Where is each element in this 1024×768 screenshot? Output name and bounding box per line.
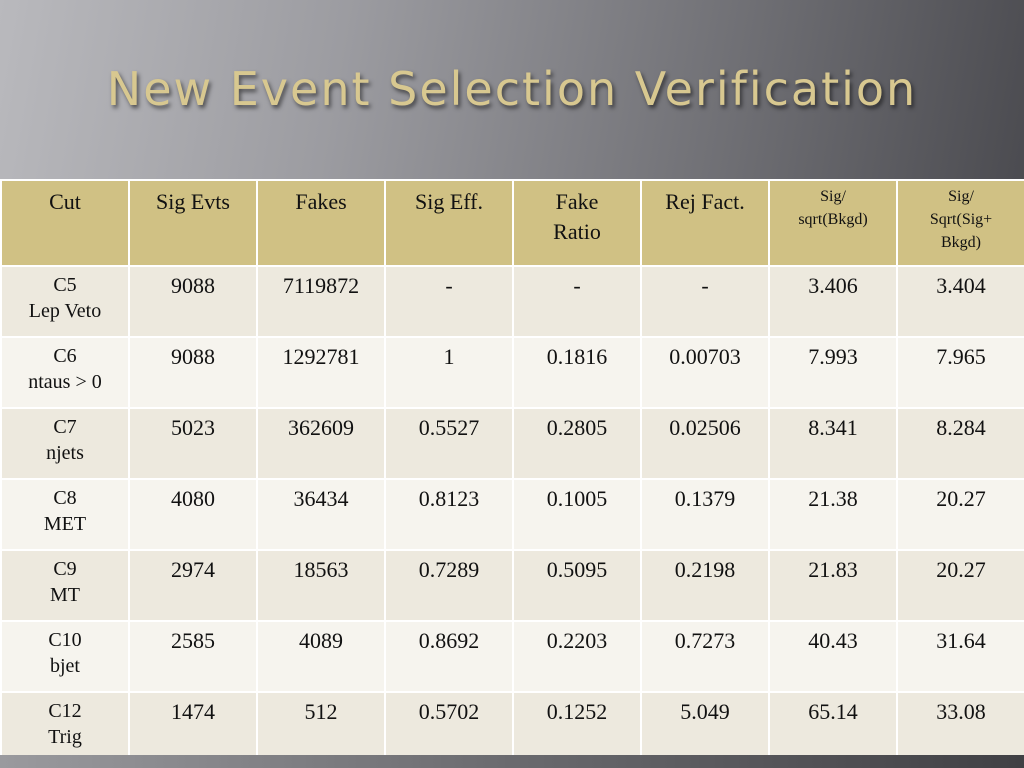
cell-sig-sqrt-sig-bkgd: 20.27 (896, 549, 1024, 622)
table-row: C9 MT 2974 18563 0.7289 0.5095 0.2198 21.83 20.2… (0, 549, 1024, 622)
cut-line: ntaus > 0 (28, 371, 102, 393)
selection-table-container: Cut Sig Evts Fakes Sig Eff. Fake Ratio Rej Fac… (0, 179, 1024, 768)
header-line: Sig/ (948, 188, 974, 205)
header-line: Bkgd) (941, 234, 981, 251)
cell-fake-ratio: - (512, 265, 642, 338)
cell-sig-sqrt-bkgd: 8.341 (768, 407, 898, 480)
cell-rej-fact: 0.2198 (640, 549, 770, 622)
header-line: Ratio (553, 219, 601, 244)
header-line: Fakes (295, 189, 347, 214)
header-line: Cut (49, 189, 81, 214)
header-rej-fact: Rej Fact. (640, 179, 770, 267)
cell-fakes: 4089 (256, 620, 386, 693)
slide-bottom-band (0, 755, 1024, 768)
cut-line: C10 (48, 629, 82, 651)
cell-fake-ratio: 0.2805 (512, 407, 642, 480)
cell-cut: C5 Lep Veto (0, 265, 130, 338)
header-line: Sig Eff. (414, 189, 484, 214)
cell-cut: C9 MT (0, 549, 130, 622)
table-header: Cut Sig Evts Fakes Sig Eff. Fake Ratio Rej Fac… (0, 179, 1024, 267)
header-line: Sig Evts (156, 189, 230, 214)
cell-cut: C6 ntaus > 0 (0, 336, 130, 409)
cell-sig-eff: 1 (384, 336, 514, 409)
cell-sig-sqrt-bkgd: 21.38 (768, 478, 898, 551)
cell-fake-ratio: 0.5095 (512, 549, 642, 622)
cell-sig-sqrt-bkgd: 40.43 (768, 620, 898, 693)
cell-sig-sqrt-sig-bkgd: 7.965 (896, 336, 1024, 409)
cell-fake-ratio: 0.2203 (512, 620, 642, 693)
cell-fakes: 18563 (256, 549, 386, 622)
slide-title: New Event Selection Verification (106, 62, 918, 116)
cut-line: C7 (53, 416, 77, 438)
cut-line: Trig (48, 726, 82, 748)
header-sig-eff: Sig Eff. (384, 179, 514, 267)
table-body: C5 Lep Veto 9088 7119872- - -3.406 3.404 C6 ntau… (0, 265, 1024, 768)
header-line: sqrt(Bkgd) (798, 211, 868, 228)
cell-cut: C10 bjet (0, 620, 130, 693)
cell-cut: C8 MET (0, 478, 130, 551)
header-fakes: Fakes (256, 179, 386, 267)
cell-sig-evts: 2974 (128, 549, 258, 622)
cell-sig-sqrt-bkgd: 7.993 (768, 336, 898, 409)
cell-sig-eff: 0.8123 (384, 478, 514, 551)
cell-sig-evts: 9088 (128, 265, 258, 338)
cell-sig-eff: - (384, 265, 514, 338)
cell-cut: C7 njets (0, 407, 130, 480)
cell-rej-fact: - (640, 265, 770, 338)
header-sig-evts: Sig Evts (128, 179, 258, 267)
cut-line: C9 (53, 558, 77, 580)
cell-sig-eff: 0.5527 (384, 407, 514, 480)
cell-sig-sqrt-bkgd: 3.406 (768, 265, 898, 338)
cell-sig-evts: 9088 (128, 336, 258, 409)
cell-fake-ratio: 0.1816 (512, 336, 642, 409)
cell-rej-fact: 0.02506 (640, 407, 770, 480)
selection-table: Cut Sig Evts Fakes Sig Eff. Fake Ratio Rej Fac… (0, 179, 1024, 768)
header-cut: Cut (0, 179, 130, 267)
cell-sig-sqrt-bkgd: 21.83 (768, 549, 898, 622)
cut-line: MT (50, 584, 80, 606)
header-line: Sig/ (820, 188, 846, 205)
cell-fakes: 7119872 (256, 265, 386, 338)
cut-line: C5 (53, 274, 77, 296)
cut-line: C8 (53, 487, 77, 509)
table-row: C10 bjet 2585 4089 0.8692 0.2203 0.7273 40.43 31… (0, 620, 1024, 693)
cut-line: bjet (50, 655, 80, 677)
cell-fakes: 1292781 (256, 336, 386, 409)
cut-line: njets (46, 442, 84, 464)
cut-line: C6 (53, 345, 77, 367)
cut-line: C12 (48, 700, 82, 722)
header-sig-sqrt-sig-bkgd: Sig/Sqrt(Sig+ Bkgd) (896, 179, 1024, 267)
cell-rej-fact: 0.1379 (640, 478, 770, 551)
cell-sig-evts: 2585 (128, 620, 258, 693)
header-fake-ratio: Fake Ratio (512, 179, 642, 267)
cell-fake-ratio: 0.1005 (512, 478, 642, 551)
header-line: Sqrt(Sig+ (929, 211, 993, 228)
cell-sig-sqrt-sig-bkgd: 20.27 (896, 478, 1024, 551)
cell-rej-fact: 0.7273 (640, 620, 770, 693)
cell-fakes: 362609 (256, 407, 386, 480)
cut-line: MET (43, 513, 87, 535)
cell-sig-evts: 4080 (128, 478, 258, 551)
cell-sig-sqrt-sig-bkgd: 31.64 (896, 620, 1024, 693)
cell-sig-eff: 0.8692 (384, 620, 514, 693)
cell-rej-fact: 0.00703 (640, 336, 770, 409)
header-sig-sqrt-bkgd: Sig/sqrt(Bkgd) (768, 179, 898, 267)
cell-sig-sqrt-sig-bkgd: 8.284 (896, 407, 1024, 480)
header-row: Cut Sig Evts Fakes Sig Eff. Fake Ratio Rej Fac… (0, 179, 1024, 267)
table-row: C8 MET 4080 36434 0.8123 0.1005 0.1379 21.38 20.… (0, 478, 1024, 551)
table-row: C5 Lep Veto 9088 7119872- - -3.406 3.404 (0, 265, 1024, 338)
cut-line: Lep Veto (28, 300, 102, 322)
cell-sig-eff: 0.7289 (384, 549, 514, 622)
cell-fakes: 36434 (256, 478, 386, 551)
table-row: C7 njets 5023 362609 0.5527 0.2805 0.02506 8.34… (0, 407, 1024, 480)
header-line: Rej Fact. (665, 189, 745, 214)
cell-sig-sqrt-sig-bkgd: 3.404 (896, 265, 1024, 338)
table-row: C6 ntaus > 0 9088 1292781 1 0.1816 0.00703 7.99… (0, 336, 1024, 409)
header-line: Fake (555, 189, 599, 214)
cell-sig-evts: 5023 (128, 407, 258, 480)
